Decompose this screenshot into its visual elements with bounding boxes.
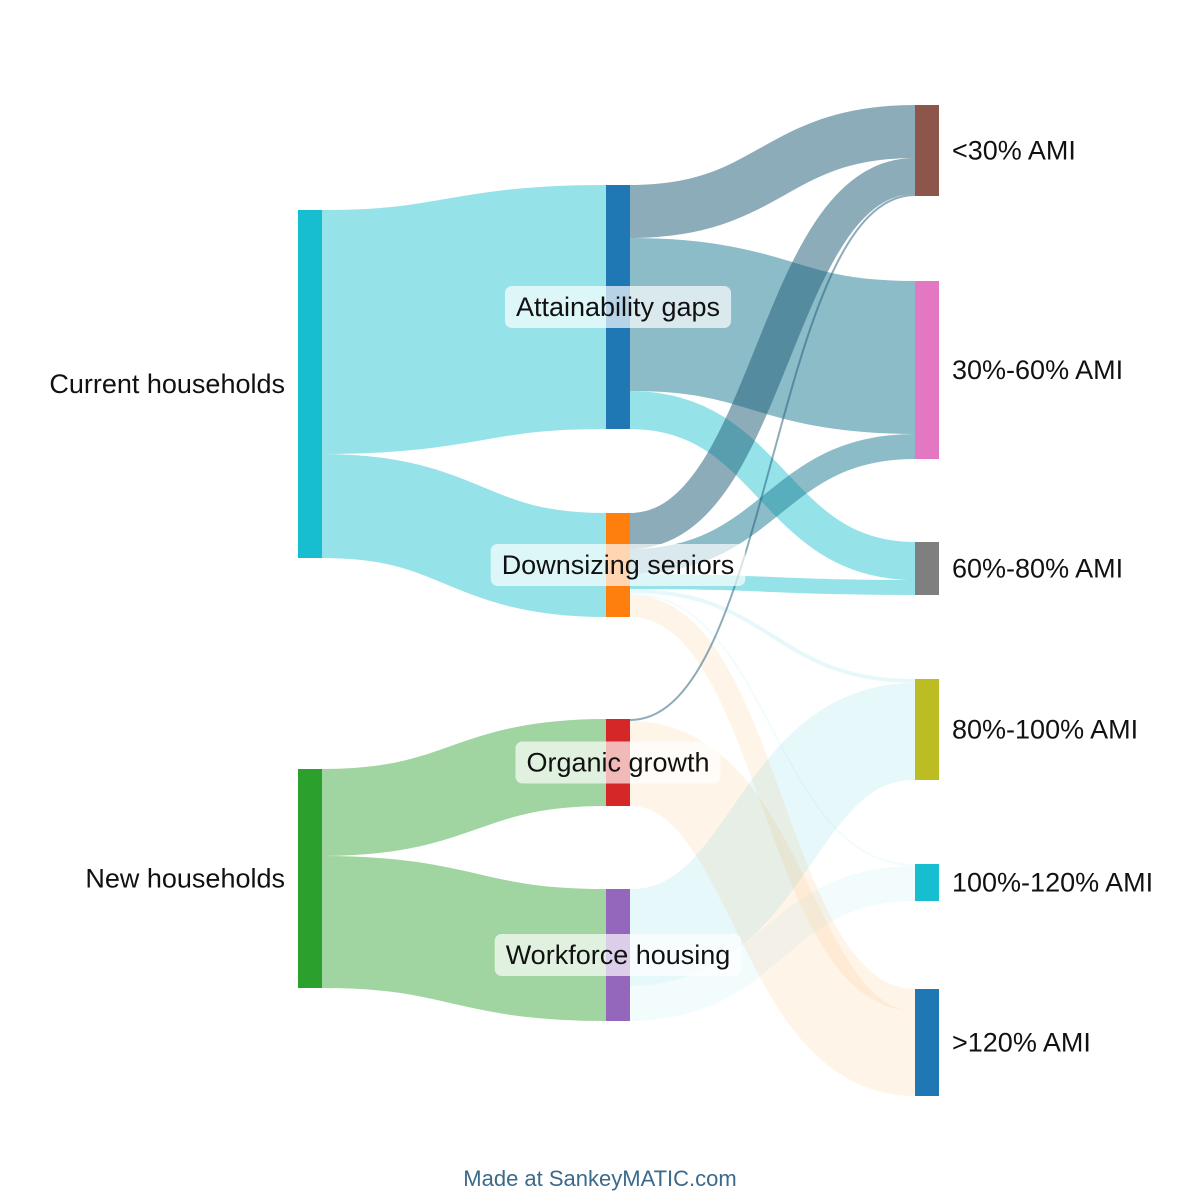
flow-workforce-to-a80_100 [627, 683, 918, 986]
node-label-bg-downsizing [490, 544, 746, 586]
sankeymatic-credit[interactable]: Made at SankeyMATIC.com [463, 1166, 737, 1191]
node-a60_80 [915, 542, 939, 595]
node-a100_120 [915, 864, 939, 901]
node-label-a60_80: 60%-80% AMI [952, 554, 1123, 584]
node-label-bg-workforce [494, 934, 742, 976]
flow-attain-to-a60_80 [629, 391, 916, 580]
node-label-bg-organic [515, 741, 721, 784]
node-label-a30_60: 30%-60% AMI [952, 355, 1123, 385]
node-a80_100 [915, 679, 939, 780]
node-label-current: Current households [49, 369, 285, 399]
node-label-downsizing: Downsizing seniors [502, 550, 735, 580]
flow-workforce-to-a100_120 [629, 866, 916, 1021]
node-label-bg-attain [504, 286, 732, 328]
node-label-a100_120: 100%-120% AMI [952, 868, 1153, 898]
node-new [298, 769, 322, 988]
flow-attain-to-lt30 [629, 105, 916, 238]
flow-downsizing-to-a80_100 [629, 589, 916, 683]
node-label-workforce: Workforce housing [506, 940, 731, 970]
flow-downsizing-to-a100_120 [629, 593, 916, 866]
node-label-new: New households [85, 864, 285, 894]
flow-downsizing-to-lt30 [628, 158, 917, 549]
flow-downsizing-to-gt120 [629, 595, 916, 1011]
node-current [298, 210, 322, 558]
node-label-gt120: >120% AMI [952, 1028, 1091, 1058]
node-label-a80_100: 80%-100% AMI [952, 715, 1138, 745]
labels-layer: Current households New households Attainab… [49, 136, 1153, 1058]
node-a30_60 [915, 281, 939, 459]
node-label-attain: Attainability gaps [516, 292, 720, 322]
node-label-lt30: <30% AMI [952, 136, 1076, 166]
flow-organic-to-lt30 [629, 194, 916, 721]
node-label-organic: Organic growth [526, 748, 709, 778]
node-lt30 [915, 105, 939, 196]
node-gt120 [915, 989, 939, 1096]
